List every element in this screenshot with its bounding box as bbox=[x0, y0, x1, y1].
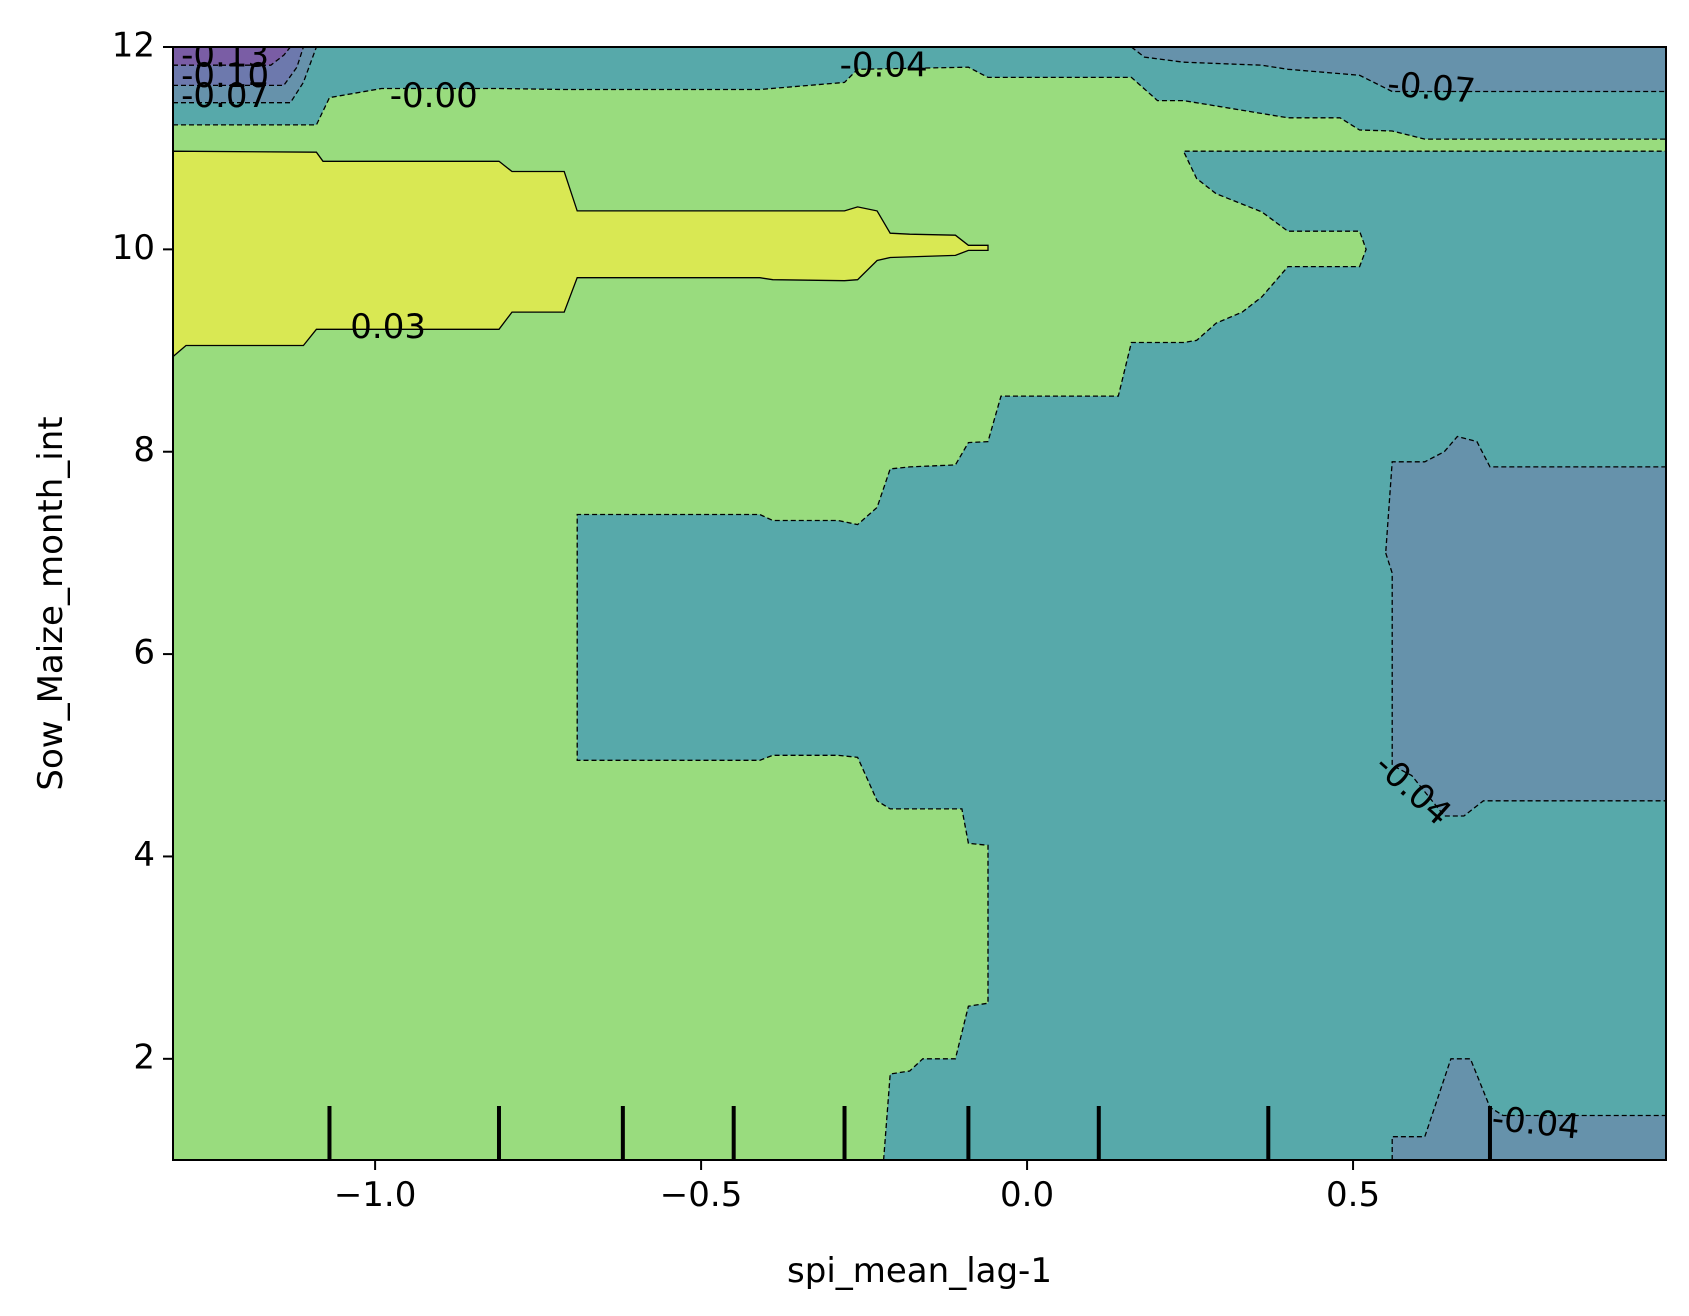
y-tick-label: 10 bbox=[112, 228, 155, 268]
y-tick-label: 6 bbox=[133, 633, 155, 673]
y-tick-label: 12 bbox=[112, 26, 155, 66]
contour-label-8: -0.07 bbox=[181, 76, 269, 116]
contour-regions bbox=[173, 47, 1666, 1160]
contour-region-3 bbox=[1130, 47, 1666, 93]
plot-frame bbox=[172, 46, 1667, 1161]
x-axis: −1.0 −0.5 0.0 0.5 bbox=[334, 1160, 1380, 1215]
contour-labels: 0.03-0.00-0.04 -0.07-0.04-0.04-0.13-0.10-… bbox=[181, 36, 1582, 1148]
contour-label-1: -0.00 bbox=[390, 76, 478, 116]
x-tick-label: −0.5 bbox=[660, 1175, 743, 1215]
y-tick-label: 8 bbox=[133, 430, 155, 470]
contour-region-8 bbox=[173, 47, 292, 66]
y-axis-label: Sow_Maize_month_int bbox=[31, 416, 71, 790]
contour-label-7: -0.10 bbox=[181, 56, 269, 96]
x-tick-label: 0.5 bbox=[1326, 1175, 1380, 1215]
contour-label-5: -0.04 bbox=[1490, 1099, 1582, 1148]
x-tick-label: −1.0 bbox=[334, 1175, 417, 1215]
x-tick-label: 0.0 bbox=[1000, 1175, 1054, 1215]
contour-region-2 bbox=[173, 47, 1666, 140]
contour-region-0 bbox=[173, 150, 989, 358]
contour-label-6: -0.13 bbox=[181, 36, 269, 76]
x-axis-label: spi_mean_lag-1 bbox=[787, 1251, 1052, 1291]
y-axis: 2 4 6 8 10 12 bbox=[112, 26, 173, 1077]
contour-label-3: -0.07 bbox=[1386, 64, 1477, 112]
contour-label-2: -0.04 bbox=[840, 46, 928, 86]
plot-area: 0.03-0.00-0.04 -0.07-0.04-0.04-0.13-0.10-… bbox=[173, 36, 1666, 1160]
y-tick-label: 2 bbox=[133, 1037, 155, 1077]
contour-label-0: 0.03 bbox=[350, 307, 426, 347]
y-tick-label: 4 bbox=[133, 835, 155, 875]
contour-region-1 bbox=[576, 150, 1666, 1160]
rug-marks bbox=[327, 1106, 1492, 1160]
contour-region-5 bbox=[1385, 435, 1666, 817]
